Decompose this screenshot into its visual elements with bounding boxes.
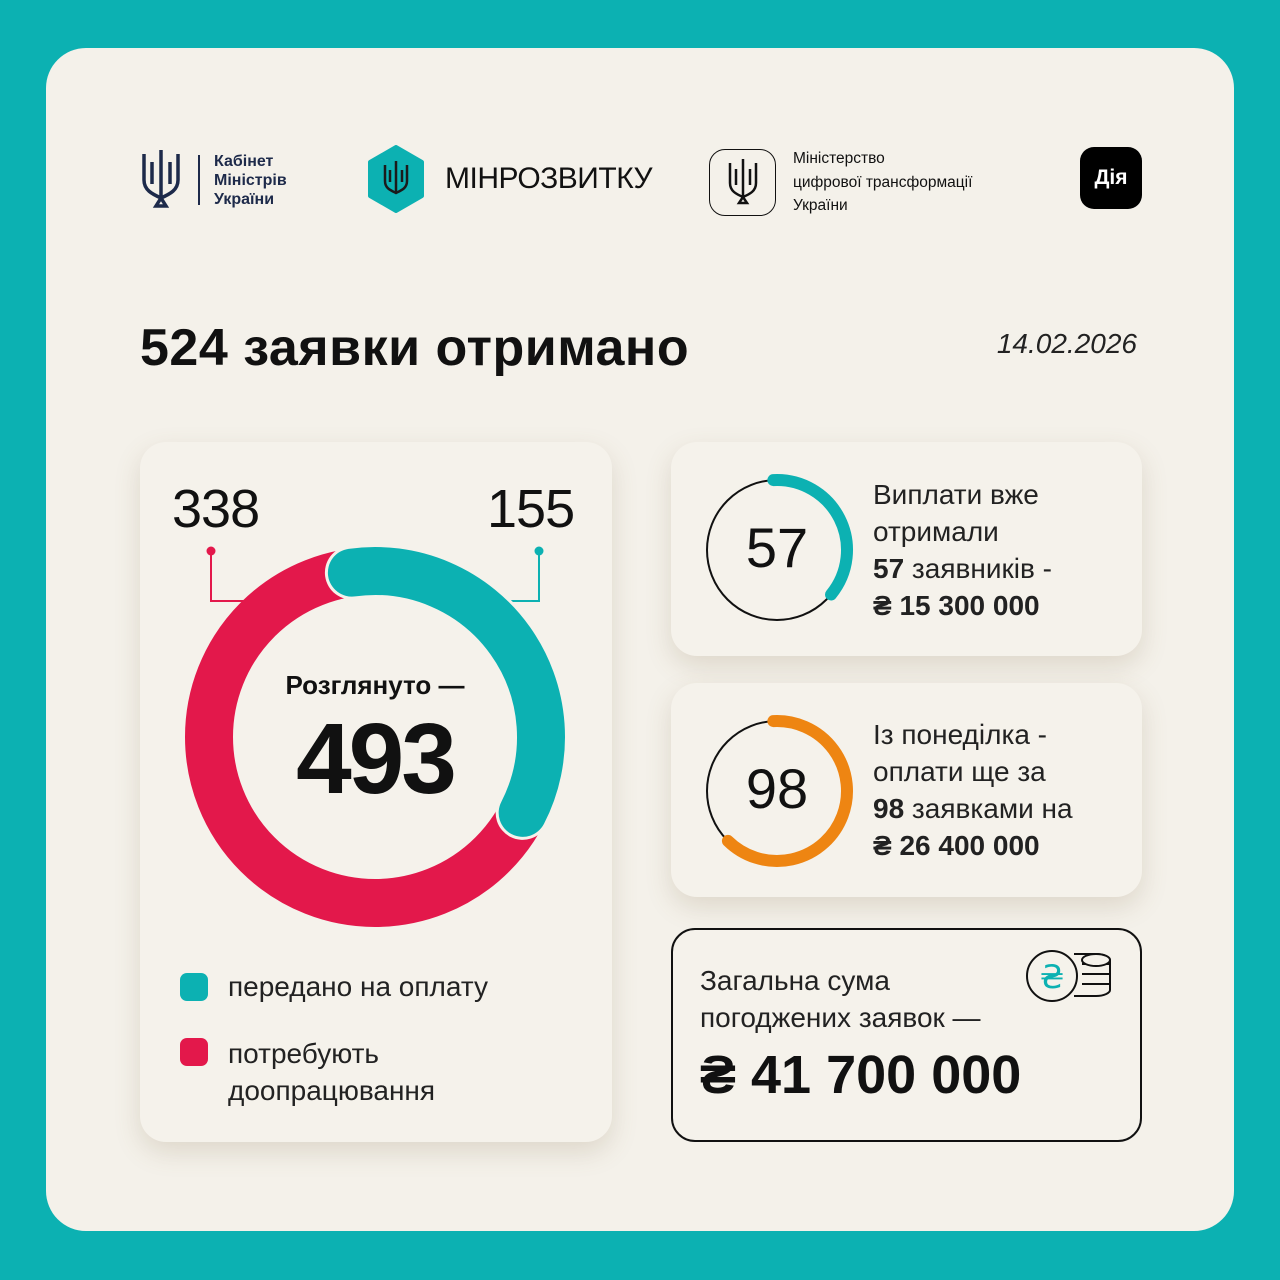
legend-label: потребують xyxy=(228,1038,379,1069)
gauge-value: 57 xyxy=(745,516,809,579)
logo-text: України xyxy=(214,190,275,208)
donut-center-label: Розглянуто — xyxy=(285,670,465,700)
hexagon-trident-icon xyxy=(368,145,424,213)
legend-swatch xyxy=(180,972,208,1001)
logo-diia: Дія xyxy=(1080,147,1142,209)
logo-ministry-digital: Міністерство цифрової трансформації Укра… xyxy=(709,147,972,218)
donut-segment-teal xyxy=(327,547,565,837)
gauge-arc xyxy=(721,715,853,867)
logo-text: Міністерство xyxy=(793,150,885,167)
hryvnia-coins-icon: ₴ xyxy=(1026,950,1111,1002)
stat-count: 98 xyxy=(873,793,905,824)
svg-text:₴: ₴ xyxy=(1040,958,1065,996)
stat-line: Із понеділка - xyxy=(873,719,1047,750)
date: 14.02.2026 xyxy=(996,328,1137,359)
donut-center-value: 493 xyxy=(296,703,457,815)
trident-icon xyxy=(142,150,180,208)
stat-text-paid: Виплати вже отримали 57 заявників - ₴ 15… xyxy=(873,476,1052,624)
leader-line-red xyxy=(210,551,245,602)
total-line: Загальна сума xyxy=(700,965,890,996)
stat-line: заявників - xyxy=(904,553,1052,584)
legend-label: передано на оплату xyxy=(228,971,488,1002)
logo-cabinet: Кабінет Міністрів України xyxy=(140,148,287,212)
page-title: 524 заявки отримано xyxy=(140,319,690,377)
gauge-value: 98 xyxy=(745,757,809,820)
stat-line: заявками на xyxy=(904,793,1073,824)
stat-line: Виплати вже xyxy=(873,479,1039,510)
value-label-teal: 155 xyxy=(487,479,575,539)
total-text: Загальна сума погоджених заявок — xyxy=(700,962,981,1036)
value-label-red: 338 xyxy=(172,479,260,539)
logo-text: Кабінет xyxy=(214,152,274,170)
leader-line-teal xyxy=(505,551,540,602)
legend-swatch xyxy=(180,1038,208,1066)
logo-text: України xyxy=(793,197,848,214)
total-line: погоджених заявок — xyxy=(700,1002,981,1033)
legend-label: доопрацювання xyxy=(228,1075,436,1106)
trident-icon xyxy=(728,159,757,205)
stat-amount: ₴ 15 300 000 xyxy=(873,590,1040,621)
stat-panel-paid xyxy=(671,442,1142,656)
gauge-arc xyxy=(767,474,853,601)
stat-line: оплати ще за xyxy=(873,756,1046,787)
stat-text-pending: Із понеділка - оплати ще за 98 заявками … xyxy=(873,716,1073,864)
logo-text: цифрової трансформації xyxy=(793,173,973,191)
stat-amount: ₴ 26 400 000 xyxy=(873,830,1040,861)
logo-text: Міністрів xyxy=(214,171,287,189)
logo-text: МІНРОЗВИТКУ xyxy=(445,162,653,195)
logo-minrozvytku: МІНРОЗВИТКУ xyxy=(365,145,653,213)
total-amount: ₴ 41 700 000 xyxy=(700,1045,1022,1105)
stat-count: 57 xyxy=(873,553,905,584)
legend-item-red: потребують доопрацювання xyxy=(180,1035,435,1109)
legend-item-teal: передано на оплату xyxy=(180,968,488,1005)
stat-line: отримали xyxy=(873,516,999,547)
